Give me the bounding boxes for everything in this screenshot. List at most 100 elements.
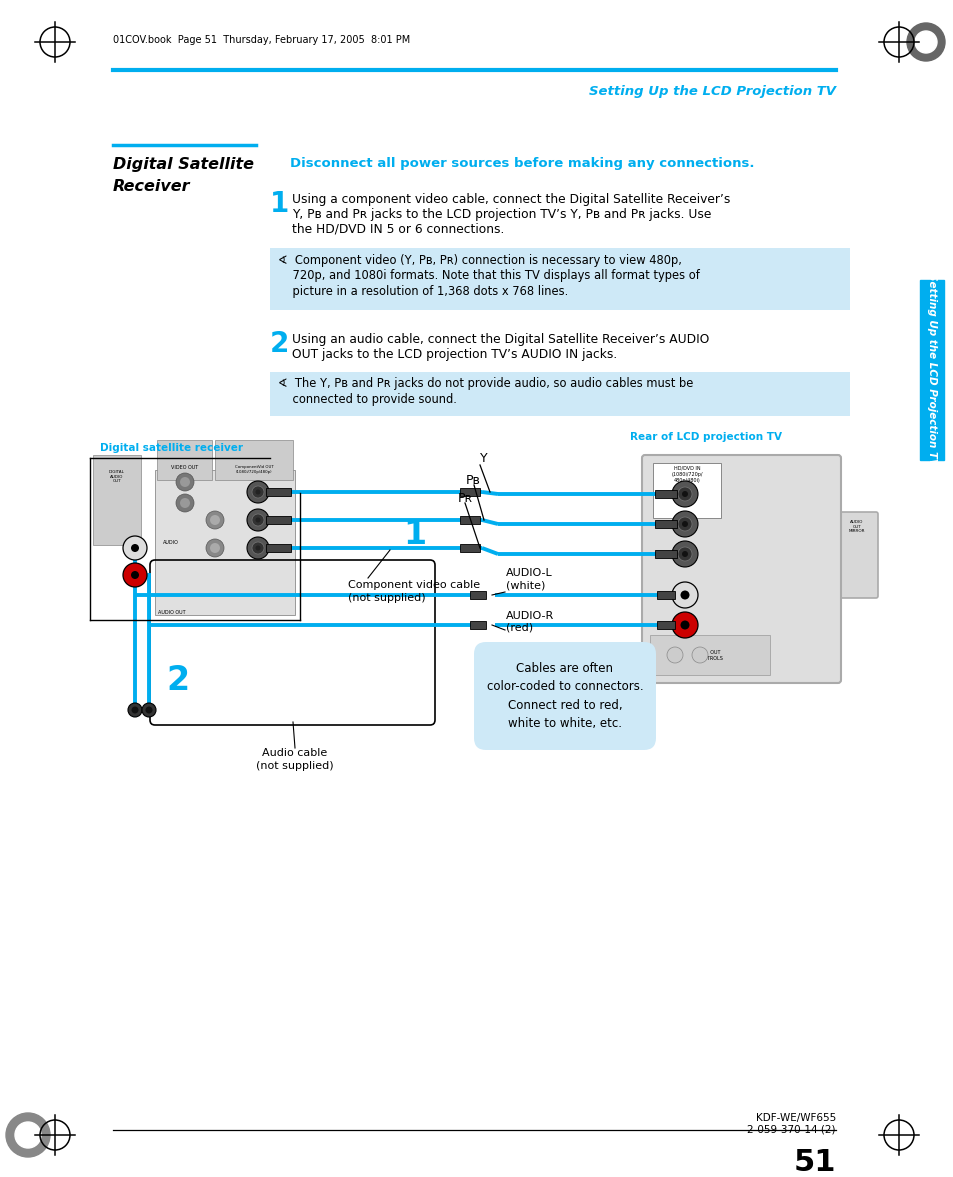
Bar: [652, 463, 720, 518]
Circle shape: [6, 1113, 50, 1157]
Circle shape: [128, 703, 142, 717]
Text: Using an audio cable, connect the Digital Satellite Receiver’s AUDIO: Using an audio cable, connect the Digita…: [292, 333, 709, 346]
Circle shape: [146, 706, 152, 713]
Circle shape: [678, 547, 691, 561]
Bar: [470, 591, 485, 599]
Circle shape: [142, 703, 156, 717]
Circle shape: [210, 543, 220, 553]
Bar: [470, 621, 485, 629]
Text: AUDIO
OUT
MIRROR: AUDIO OUT MIRROR: [848, 520, 864, 533]
Bar: [92, 455, 141, 545]
Bar: [266, 488, 291, 496]
Text: DIGITAL
AUDIO
OUT: DIGITAL AUDIO OUT: [109, 470, 125, 484]
Circle shape: [132, 706, 138, 713]
Circle shape: [671, 581, 698, 609]
Bar: [657, 591, 675, 599]
Bar: [459, 488, 479, 496]
Text: AUDIO-R
(red): AUDIO-R (red): [505, 611, 554, 633]
FancyBboxPatch shape: [641, 455, 841, 683]
Bar: [655, 550, 677, 558]
Circle shape: [681, 491, 687, 497]
Text: Pʀ: Pʀ: [457, 492, 473, 505]
Bar: [459, 516, 479, 524]
Text: ComponentVid OUT
(1080i/720p/480p): ComponentVid OUT (1080i/720p/480p): [234, 465, 274, 473]
Text: 2-059-370-14 (2): 2-059-370-14 (2): [747, 1125, 835, 1135]
Text: Setting Up the LCD Projection TV: Setting Up the LCD Projection TV: [926, 273, 936, 466]
Text: KDF-WE/WF655: KDF-WE/WF655: [755, 1113, 835, 1123]
Circle shape: [131, 571, 139, 579]
Circle shape: [252, 514, 264, 526]
Circle shape: [123, 536, 147, 560]
Bar: [266, 516, 291, 524]
Text: Receiver: Receiver: [112, 179, 191, 194]
Text: Audio cable
(not supplied): Audio cable (not supplied): [256, 749, 334, 771]
Circle shape: [906, 24, 944, 61]
Circle shape: [247, 508, 269, 531]
Text: ∢  The Y, Pʙ and Pʀ jacks do not provide audio, so audio cables must be: ∢ The Y, Pʙ and Pʀ jacks do not provide …: [277, 377, 693, 390]
Bar: [657, 621, 675, 629]
Bar: [214, 440, 293, 480]
Circle shape: [206, 539, 224, 557]
FancyBboxPatch shape: [835, 512, 877, 598]
Circle shape: [255, 545, 260, 551]
Circle shape: [691, 647, 707, 663]
Text: the HD/DVD IN 5 or 6 connections.: the HD/DVD IN 5 or 6 connections.: [292, 222, 504, 237]
Circle shape: [678, 487, 691, 501]
Text: 51: 51: [793, 1148, 835, 1177]
Text: 1: 1: [403, 519, 426, 552]
Text: IN    OUT
CONTROLS: IN OUT CONTROLS: [696, 650, 722, 660]
Text: OUT jacks to the LCD projection TV’s AUDIO IN jacks.: OUT jacks to the LCD projection TV’s AUD…: [292, 348, 617, 361]
Text: Y, Pʙ and Pʀ jacks to the LCD projection TV’s Y, Pʙ and Pʀ jacks. Use: Y, Pʙ and Pʀ jacks to the LCD projection…: [292, 208, 711, 221]
Circle shape: [15, 1122, 41, 1148]
Circle shape: [679, 620, 689, 630]
Text: connected to provide sound.: connected to provide sound.: [277, 392, 456, 406]
Text: Y: Y: [479, 452, 487, 465]
Text: 720p, and 1080i formats. Note that this TV displays all format types of: 720p, and 1080i formats. Note that this …: [277, 270, 700, 282]
Text: 2: 2: [166, 664, 190, 697]
Circle shape: [914, 31, 936, 53]
Circle shape: [681, 521, 687, 527]
FancyBboxPatch shape: [474, 641, 656, 750]
Circle shape: [666, 647, 682, 663]
Text: 01COV.book  Page 51  Thursday, February 17, 2005  8:01 PM: 01COV.book Page 51 Thursday, February 17…: [112, 35, 410, 45]
Circle shape: [247, 481, 269, 503]
Text: HD/DVD IN
(1080i/720p/
480p/480i): HD/DVD IN (1080i/720p/ 480p/480i): [671, 466, 702, 484]
Circle shape: [681, 551, 687, 557]
Text: AUDIO OUT: AUDIO OUT: [158, 610, 186, 616]
Text: Rear of LCD projection TV: Rear of LCD projection TV: [629, 432, 781, 443]
Text: Using a component video cable, connect the Digital Satellite Receiver’s: Using a component video cable, connect t…: [292, 193, 730, 206]
Circle shape: [678, 517, 691, 531]
Bar: [649, 636, 769, 674]
Circle shape: [255, 518, 260, 523]
Text: Setting Up the LCD Projection TV: Setting Up the LCD Projection TV: [588, 85, 835, 98]
Text: AUDIO: AUDIO: [163, 540, 178, 545]
Circle shape: [255, 490, 260, 494]
Text: Digital satellite receiver: Digital satellite receiver: [100, 443, 243, 453]
Circle shape: [180, 477, 190, 487]
Circle shape: [671, 612, 698, 638]
Circle shape: [252, 486, 264, 498]
Bar: [270, 372, 849, 415]
Circle shape: [175, 494, 193, 512]
Bar: [459, 544, 479, 552]
Text: Component video cable
(not supplied): Component video cable (not supplied): [348, 580, 479, 603]
Text: Pʙ: Pʙ: [465, 474, 480, 487]
Circle shape: [206, 511, 224, 528]
Bar: [154, 470, 294, 616]
Circle shape: [671, 511, 698, 537]
Circle shape: [252, 541, 264, 554]
Bar: [157, 440, 212, 480]
Text: VIDEO OUT: VIDEO OUT: [172, 465, 198, 470]
Bar: [655, 520, 677, 528]
Text: AUDIO-L
(white): AUDIO-L (white): [505, 567, 552, 590]
Bar: [919, 280, 943, 460]
Circle shape: [247, 537, 269, 559]
Bar: [270, 248, 849, 310]
Circle shape: [210, 516, 220, 525]
Circle shape: [123, 563, 147, 587]
Bar: [266, 544, 291, 552]
Bar: [655, 490, 677, 498]
Circle shape: [131, 544, 139, 552]
Circle shape: [180, 498, 190, 508]
Text: 1: 1: [270, 189, 289, 218]
